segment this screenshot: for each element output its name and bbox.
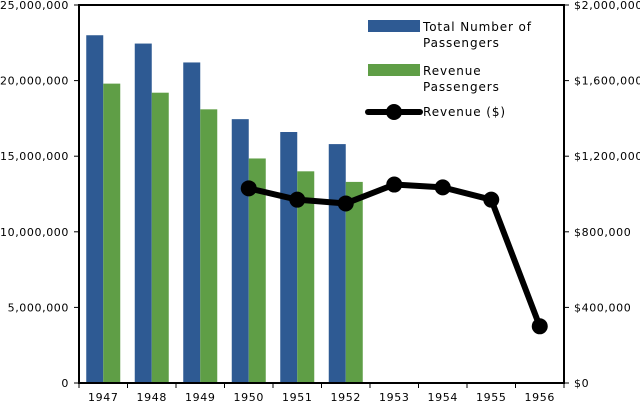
right-axis-tick-label: $1,600,000 (574, 75, 640, 88)
legend-label: Total Number of Passengers (422, 20, 532, 50)
legend: Total Number of Passengers Revenue Passenge… (365, 20, 532, 120)
x-axis-tick-label: 1953 (379, 391, 409, 404)
bar-revenue-passengers-1947 (103, 83, 121, 384)
x-axis-tick-label: 1955 (476, 391, 506, 404)
bar-revenue-passengers-1951 (297, 171, 315, 383)
right-axis-tick-label: $2,000,000 (574, 0, 640, 12)
legend-swatch-total-passengers (368, 20, 420, 32)
bars-layer (86, 35, 363, 384)
left-axis-tick-label: 10,000,000 (0, 226, 69, 239)
bar-total-passengers-1952 (328, 144, 346, 383)
x-axis-tick-label: 1948 (137, 391, 167, 404)
right-axis-tick-label: $0 (574, 377, 589, 390)
bar-total-passengers-1951 (280, 132, 298, 383)
x-axis-tick-label: 1952 (331, 391, 361, 404)
bar-revenue-passengers-1950 (248, 158, 266, 383)
x-axis-tick-label: 1954 (428, 391, 458, 404)
right-axis: $0 $400,000 $800,000 $1,200,000 $1,600,000 $2… (564, 0, 640, 390)
bar-revenue-passengers-1948 (151, 92, 169, 384)
left-axis-tick-label: 15,000,000 (0, 150, 69, 163)
legend-swatch-revenue-marker (386, 104, 402, 120)
bar-revenue-passengers-1952 (345, 181, 363, 383)
bar-revenue-passengers-1949 (200, 109, 218, 383)
right-axis-tick-label: $800,000 (574, 226, 631, 239)
right-axis-tick-label: $1,200,000 (574, 150, 640, 163)
left-axis-tick-label: 25,000,000 (0, 0, 69, 12)
x-axis-tick-label: 1950 (234, 391, 264, 404)
revenue-point-1952 (337, 195, 354, 212)
revenue-point-1951 (289, 191, 306, 208)
left-axis-tick-label: 0 (61, 377, 69, 390)
revenue-point-1955 (483, 191, 500, 208)
left-axis-tick-label: 5,000,000 (8, 301, 69, 314)
x-axis-tick-label: 1949 (185, 391, 215, 404)
x-axis-tick-label: 1947 (88, 391, 118, 404)
revenue-point-1950 (240, 180, 257, 197)
bar-total-passengers-1948 (134, 43, 152, 383)
x-axis: 1947 1948 1949 1950 1951 1952 1953 1954 1955 1956 (78, 383, 565, 404)
bar-total-passengers-1947 (86, 35, 104, 384)
left-axis-tick-label: 20,000,000 (0, 75, 69, 88)
legend-label: Revenue ($) (423, 105, 506, 119)
left-axis: 0 5,000,000 10,000,000 15,000,000 20,000,000… (0, 0, 79, 390)
revenue-point-1956 (531, 318, 548, 335)
revenue-line-layer (240, 176, 548, 335)
bar-total-passengers-1950 (231, 119, 249, 383)
x-axis-tick-label: 1951 (282, 391, 312, 404)
legend-swatch-revenue-passengers (368, 64, 420, 76)
legend-label: Revenue Passengers (423, 64, 500, 94)
revenue-point-1953 (386, 176, 403, 193)
revenue-point-1954 (434, 179, 451, 196)
right-axis-tick-label: $400,000 (574, 301, 631, 314)
bar-total-passengers-1949 (183, 62, 201, 384)
x-axis-tick-label: 1956 (525, 391, 555, 404)
